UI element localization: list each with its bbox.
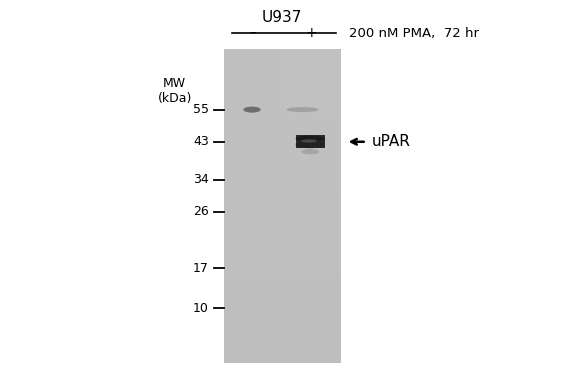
Ellipse shape: [286, 107, 318, 112]
Text: 34: 34: [193, 173, 209, 186]
Bar: [296, 135, 325, 148]
Ellipse shape: [236, 135, 271, 149]
Text: 10: 10: [193, 302, 209, 314]
Text: 200 nM PMA,  72 hr: 200 nM PMA, 72 hr: [349, 27, 479, 40]
Ellipse shape: [301, 149, 319, 155]
Text: MW
(kDa): MW (kDa): [157, 77, 192, 105]
Text: +: +: [306, 26, 317, 40]
Text: 26: 26: [193, 205, 209, 218]
Text: 55: 55: [193, 103, 209, 116]
Ellipse shape: [243, 107, 261, 113]
Text: U937: U937: [262, 9, 303, 25]
Ellipse shape: [296, 135, 325, 142]
Ellipse shape: [296, 142, 325, 148]
Ellipse shape: [301, 139, 317, 143]
Text: uPAR: uPAR: [371, 134, 410, 149]
Text: 43: 43: [193, 135, 209, 148]
Text: 17: 17: [193, 262, 209, 275]
Text: –: –: [250, 26, 257, 40]
